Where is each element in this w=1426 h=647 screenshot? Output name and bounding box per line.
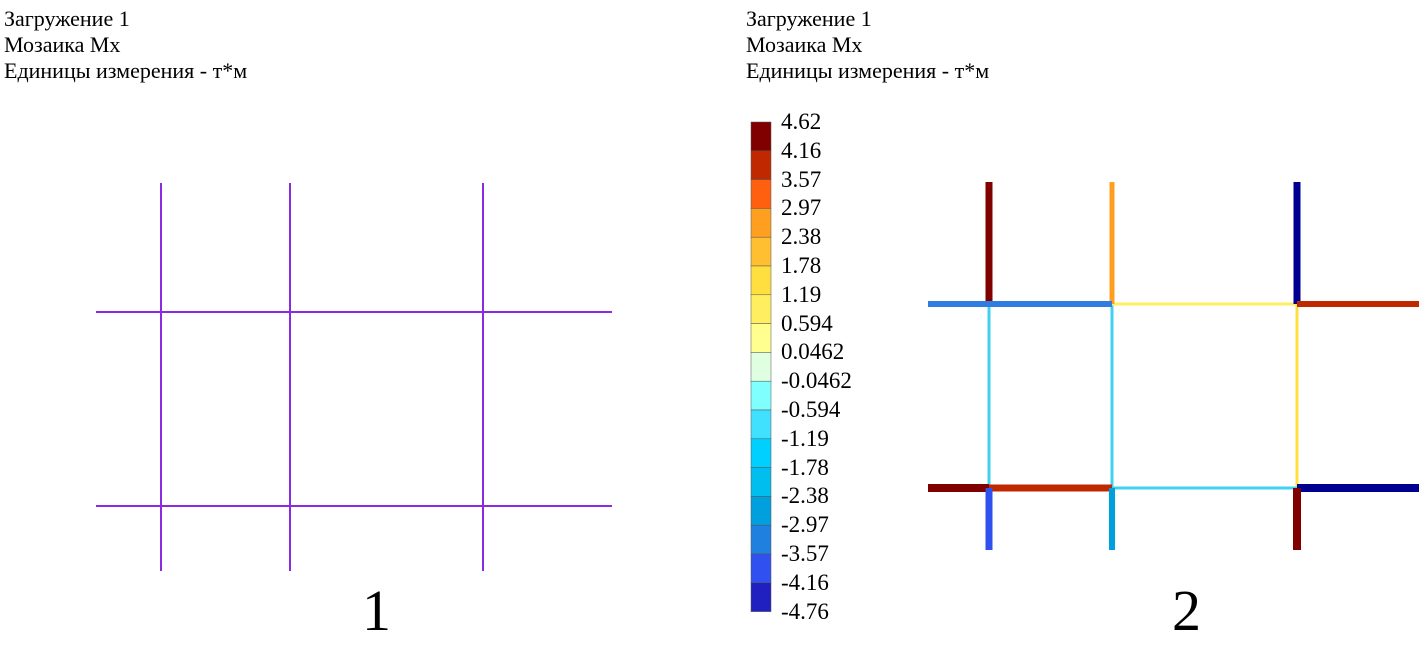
legend-color-scale xyxy=(750,121,772,612)
panel-2-header: Загружение 1 Мозаика Mx Единицы измерени… xyxy=(746,6,989,84)
mosaic-label: Мозаика Mx xyxy=(746,32,863,57)
load-case-label: Загружение 1 xyxy=(746,6,872,31)
legend-label: -0.0462 xyxy=(781,368,852,394)
legend-swatch xyxy=(750,380,772,411)
legend-swatch xyxy=(750,352,772,382)
legend-label: -4.16 xyxy=(781,569,829,595)
panel-1-header: Загружение 1 Мозаика Mx Единицы измерени… xyxy=(4,6,247,84)
units-label: Единицы измерения - т*м xyxy=(4,58,248,83)
legend-label: 1.19 xyxy=(781,281,822,307)
legend-swatch xyxy=(750,524,772,555)
legend-swatch xyxy=(750,438,772,468)
legend-swatch xyxy=(750,294,772,324)
legend-label: 1.78 xyxy=(781,253,822,278)
legend-label: -1.78 xyxy=(781,454,829,480)
mosaic-label: Мозаика Mx xyxy=(4,32,121,57)
legend-swatch xyxy=(750,179,772,209)
legend-label: -2.38 xyxy=(781,483,829,509)
legend-swatch xyxy=(750,208,772,238)
legend-swatch xyxy=(750,150,772,180)
legend-label: -0.594 xyxy=(781,397,841,422)
legend-label: -4.76 xyxy=(781,598,829,624)
legend-label: 0.0462 xyxy=(781,339,845,365)
legend-label: 4.62 xyxy=(781,109,822,134)
legend-label: 2.97 xyxy=(781,195,822,221)
units-label: Единицы измерения - т*м xyxy=(746,58,990,83)
legend-label: -1.19 xyxy=(781,425,829,451)
legend-swatch xyxy=(750,467,772,497)
panel-number-1: 1 xyxy=(362,578,391,643)
frame-scheme-1 xyxy=(96,183,612,571)
panel-number-2: 2 xyxy=(1172,578,1201,643)
legend-label: 2.38 xyxy=(781,224,822,250)
legend-swatch xyxy=(750,553,772,584)
legend-swatch xyxy=(750,496,772,526)
mosaic-scheme-2 xyxy=(928,182,1419,550)
legend-swatch xyxy=(750,265,772,296)
legend-swatch xyxy=(750,236,772,267)
legend-label: -3.57 xyxy=(781,541,829,566)
legend-label: 0.594 xyxy=(781,310,833,336)
legend-swatch xyxy=(750,323,772,353)
legend-swatch xyxy=(750,409,772,440)
legend-label: 4.16 xyxy=(781,137,822,163)
legend-swatch xyxy=(750,121,772,152)
load-case-label: Загружение 1 xyxy=(4,6,130,31)
legend-label: 3.57 xyxy=(781,166,822,192)
legend-swatch xyxy=(750,582,772,612)
legend-label: -2.97 xyxy=(781,512,829,538)
